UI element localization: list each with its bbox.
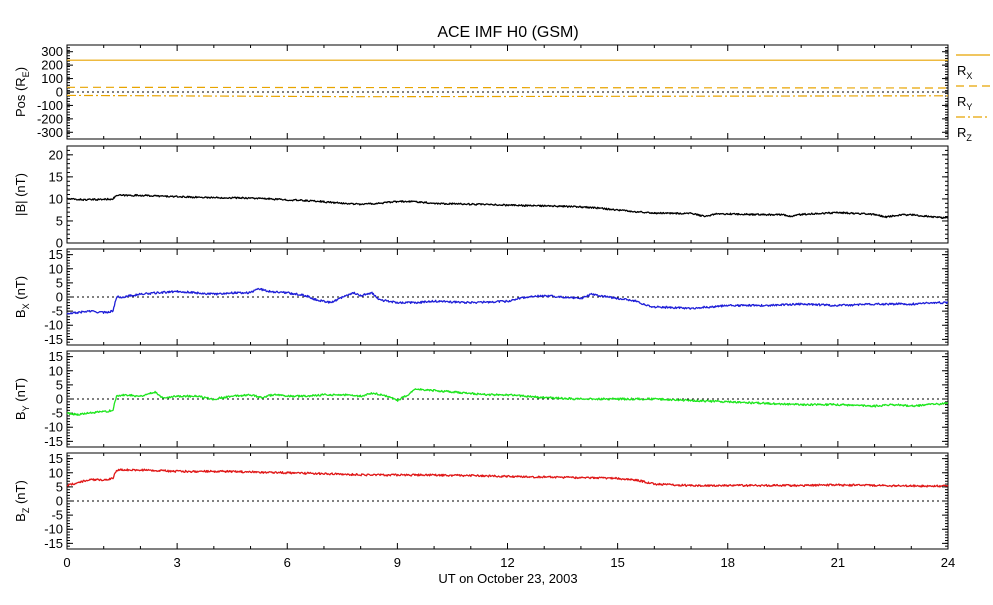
x-tick-label: 24 [941, 555, 955, 570]
legend-label-main: R [957, 125, 966, 140]
y-tick-label: -10 [44, 522, 63, 537]
y-tick-label: 20 [49, 147, 63, 162]
y-tick-label: -10 [44, 420, 63, 435]
x-tick-label: 9 [394, 555, 401, 570]
y-tick-label: 200 [41, 58, 63, 73]
x-tick-label: 12 [500, 555, 514, 570]
legend-label-subscript: Z [966, 133, 972, 143]
y-axis-label: BX (nT) [13, 276, 31, 318]
series-line-bx [66, 287, 948, 315]
y-tick-label: 0 [56, 290, 63, 305]
y-axis-label-main: B [13, 309, 28, 318]
x-tick-label: 21 [831, 555, 845, 570]
legend-label-main: R [957, 63, 966, 78]
x-tick-label: 18 [721, 555, 735, 570]
y-axis-label-main: Pos (R [13, 77, 28, 117]
y-tick-label: 15 [49, 451, 63, 466]
y-tick-label: 5 [56, 479, 63, 494]
y-tick-label: 15 [49, 169, 63, 184]
y-axis-label-subscript: X [21, 303, 31, 309]
y-tick-label: -15 [44, 332, 63, 347]
series-line-ry [66, 86, 949, 89]
legend-entry-y: RY [956, 85, 990, 112]
y-tick-label: 5 [56, 275, 63, 290]
y-axis-label: |B| (nT) [13, 173, 28, 216]
x-tick-label: 3 [174, 555, 181, 570]
y-axis-label-main: B [13, 513, 28, 522]
y-tick-label: -15 [44, 434, 63, 449]
x-tick-label: 0 [63, 555, 70, 570]
y-axis-label-suffix: (nT) [13, 378, 28, 405]
y-axis-label-subscript: Z [21, 507, 31, 513]
legend-entry-z: RZ [956, 116, 990, 143]
y-axis-label-subscript: E [21, 71, 31, 77]
y-tick-label: 300 [41, 44, 63, 59]
y-tick-label: -10 [44, 318, 63, 333]
y-tick-label: 5 [56, 213, 63, 228]
y-axis-label-main: B [13, 411, 28, 420]
series-line-b [66, 193, 949, 220]
y-tick-label: 5 [56, 377, 63, 392]
y-axis-label-suffix: ) [13, 67, 28, 71]
y-axis-label: BZ (nT) [13, 480, 31, 522]
y-tick-label: -15 [44, 536, 63, 551]
panel-b_magnitude: 20 15 10 5 0 |B| (nT) [13, 145, 949, 251]
legend-label: RY [957, 94, 972, 112]
y-tick-label: 0 [56, 236, 63, 251]
y-tick-label: 0 [56, 392, 63, 407]
y-axis-label-subscript: Y [21, 405, 31, 411]
legend-label-subscript: X [966, 71, 972, 81]
y-tick-label: -5 [51, 508, 63, 523]
panel-frame [66, 145, 949, 244]
x-tick-label: 6 [284, 555, 291, 570]
legend-label: RZ [957, 125, 972, 143]
y-tick-label: -200 [37, 111, 63, 126]
legend-label-subscript: Y [966, 102, 972, 112]
series-line-bz [66, 468, 949, 488]
y-axis-label-main: |B| (nT) [13, 173, 28, 216]
series-line-rz [66, 94, 949, 98]
x-tick-label: 15 [610, 555, 624, 570]
y-tick-label: 10 [49, 191, 63, 206]
y-tick-label: -100 [37, 98, 63, 113]
y-axis-label: Pos (RE) [13, 67, 31, 117]
y-tick-label: 100 [41, 71, 63, 86]
y-tick-label: -5 [51, 406, 63, 421]
y-tick-label: 0 [56, 494, 63, 509]
y-tick-label: 10 [49, 465, 63, 480]
y-tick-label: 15 [49, 247, 63, 262]
y-axis-label-suffix: (nT) [13, 480, 28, 507]
series-line-by [66, 388, 949, 416]
x-axis: 0 3 6 9 12 15 18 21 24 [63, 555, 955, 570]
legend-entry-x: RX [956, 54, 990, 81]
y-tick-label: 0 [56, 85, 63, 100]
x-axis-label: UT on October 23, 2003 [438, 571, 577, 586]
legend-label-main: R [957, 94, 966, 109]
y-tick-label: -300 [37, 125, 63, 140]
y-tick-label: 10 [49, 363, 63, 378]
y-axis-label: BY (nT) [13, 378, 31, 420]
legend-label: RX [957, 63, 972, 81]
y-axis-label-suffix: (nT) [13, 276, 28, 303]
y-tick-label: -5 [51, 304, 63, 319]
y-tick-label: 15 [49, 349, 63, 364]
y-tick-label: 10 [49, 261, 63, 276]
chart-title: ACE IMF H0 (GSM) [437, 24, 578, 41]
